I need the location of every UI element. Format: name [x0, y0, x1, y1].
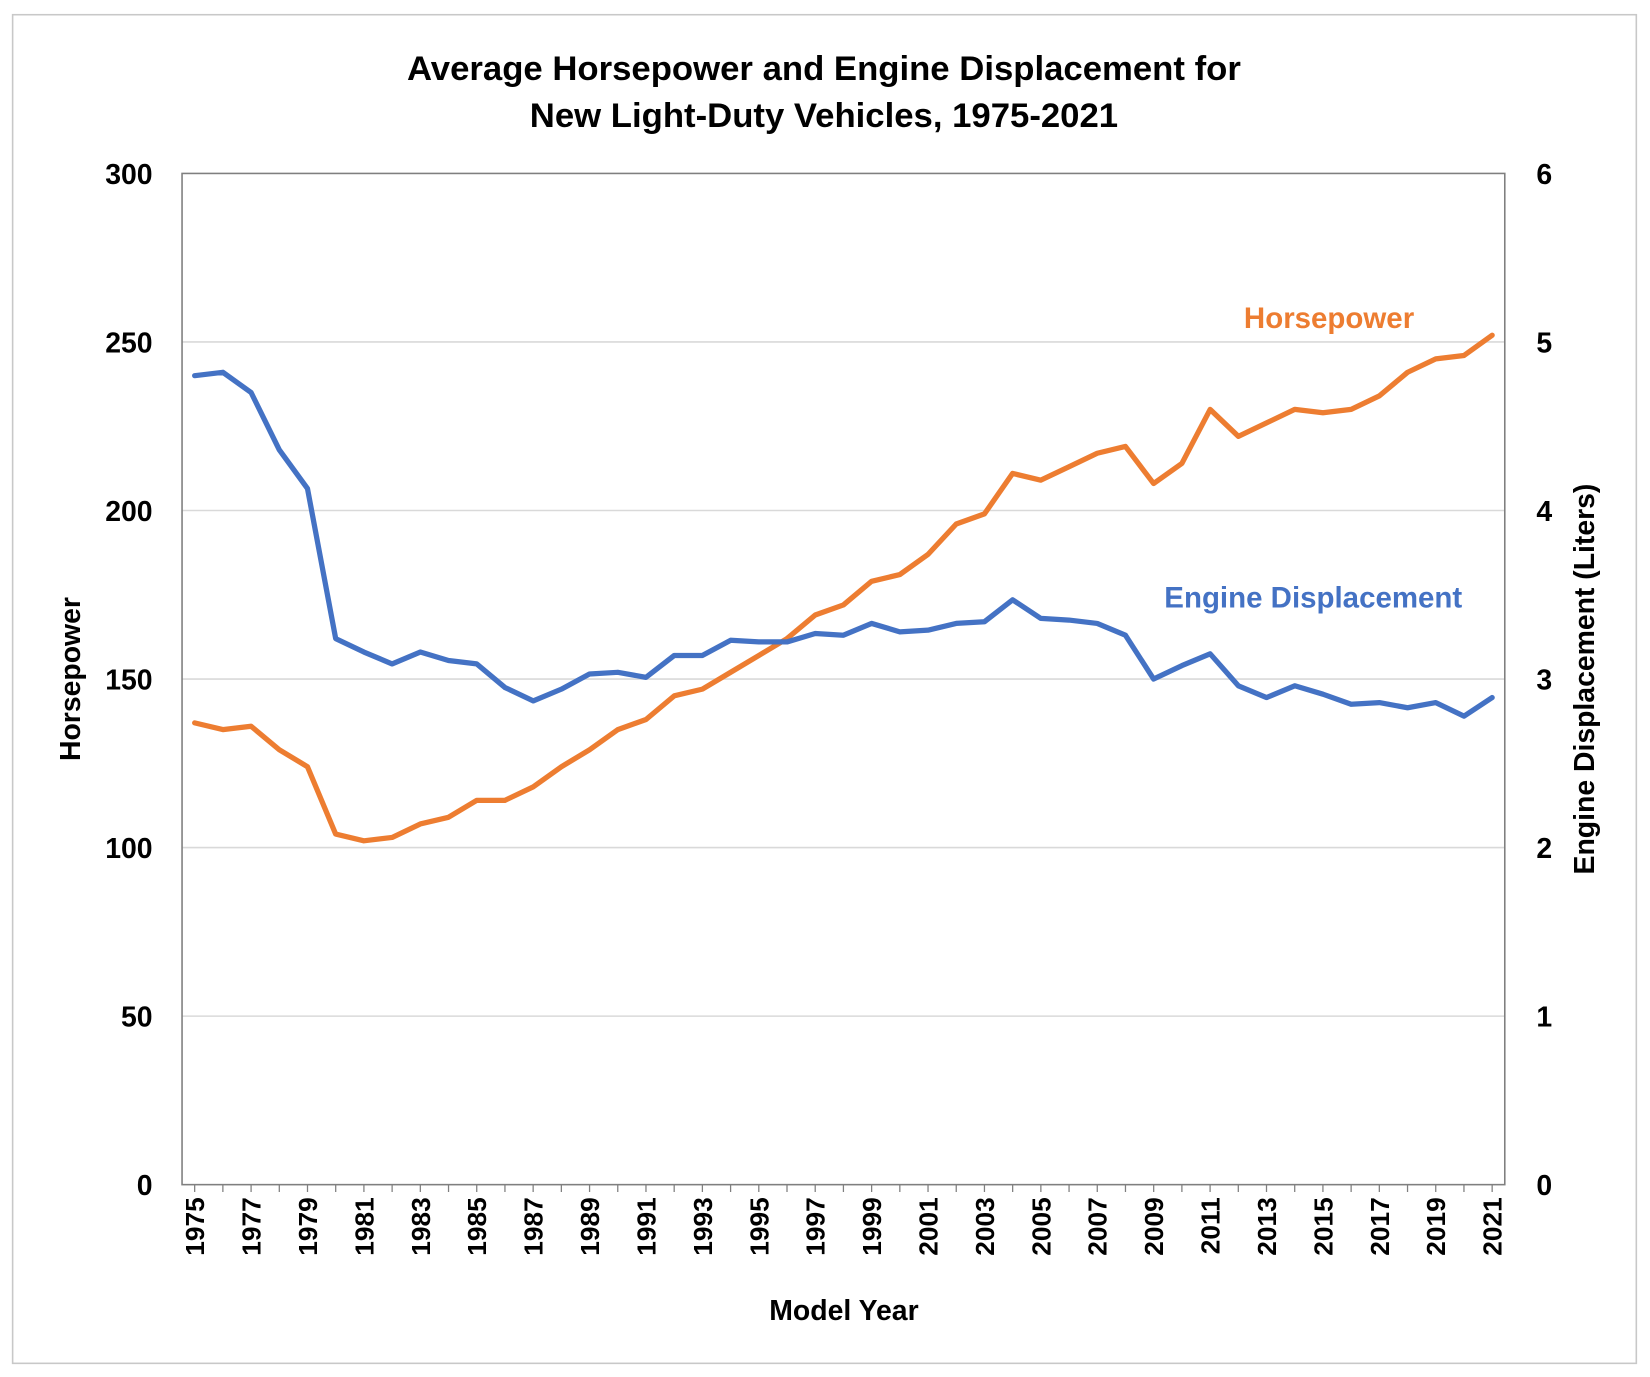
y2-tick-label: 5	[1536, 327, 1552, 359]
x-tick-label: 2007	[1083, 1197, 1113, 1255]
y2-axis-title: Engine Displacement (Liters)	[1569, 484, 1601, 875]
y-axis-title: Horsepower	[55, 597, 87, 761]
series-label-engine-displacement: Engine Displacement	[1164, 582, 1462, 615]
x-tick-label: 1987	[519, 1197, 549, 1255]
x-tick-label: 1999	[857, 1197, 887, 1255]
y-tick-label: 150	[105, 665, 152, 697]
y-tick-label: 100	[105, 833, 152, 865]
y-tick-label: 200	[105, 496, 152, 528]
x-tick-label: 2021	[1478, 1197, 1508, 1255]
chart-title-line-1: Average Horsepower and Engine Displaceme…	[407, 50, 1241, 88]
y2-tick-label: 1	[1536, 1002, 1552, 1034]
y-tick-label: 250	[105, 327, 152, 359]
y2-tick-label: 2	[1536, 833, 1552, 865]
x-tick-label: 2017	[1365, 1197, 1395, 1255]
x-tick-label: 1975	[180, 1197, 210, 1255]
x-tick-label: 2015	[1308, 1197, 1338, 1255]
x-tick-label: 1991	[631, 1197, 661, 1255]
x-tick-label: 2011	[1196, 1197, 1226, 1254]
x-tick-label: 1997	[801, 1197, 831, 1255]
x-tick-label: 2013	[1252, 1197, 1282, 1255]
y2-tick-label: 0	[1536, 1170, 1552, 1202]
x-tick-label: 2019	[1421, 1197, 1451, 1255]
x-tick-label: 1977	[237, 1197, 267, 1255]
x-tick-label: 2003	[970, 1197, 1000, 1255]
x-tick-label: 2009	[1139, 1197, 1169, 1255]
y2-tick-label: 6	[1536, 159, 1552, 191]
x-tick-label: 2001	[913, 1197, 943, 1255]
x-tick-label: 1993	[688, 1197, 718, 1255]
x-tick-label: 1989	[575, 1197, 605, 1255]
chart-title-line-2: New Light-Duty Vehicles, 1975-2021	[530, 97, 1118, 135]
x-tick-label: 1985	[462, 1197, 492, 1255]
y-tick-label: 50	[121, 1002, 153, 1034]
x-axis-title: Model Year	[769, 1295, 918, 1327]
x-tick-label: 1995	[744, 1197, 774, 1255]
y-tick-label: 300	[105, 159, 152, 191]
x-tick-label: 1981	[349, 1197, 379, 1255]
chart-frame	[11, 13, 1638, 1365]
y-tick-label: 0	[137, 1170, 153, 1202]
y2-tick-label: 4	[1536, 496, 1552, 528]
y2-tick-label: 3	[1536, 665, 1552, 697]
x-tick-label: 1983	[406, 1197, 436, 1255]
series-label-horsepower: Horsepower	[1244, 302, 1415, 335]
x-tick-label: 1979	[293, 1197, 323, 1255]
x-tick-label: 2005	[1026, 1197, 1056, 1255]
